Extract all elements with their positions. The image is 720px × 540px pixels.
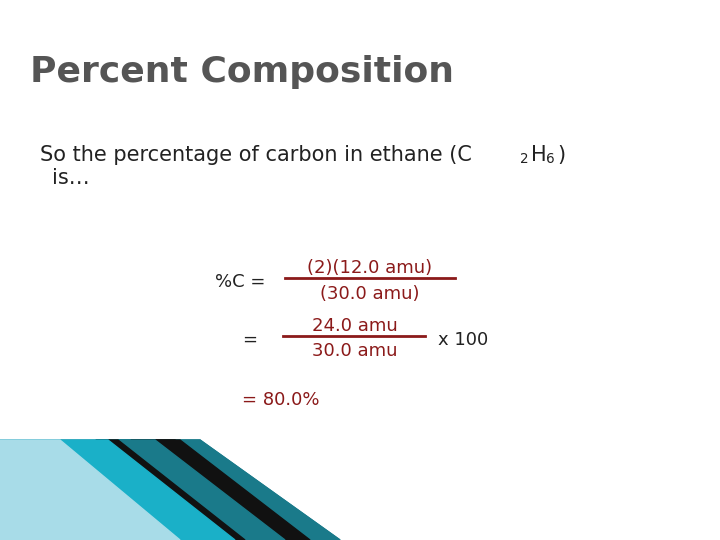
Polygon shape [0,440,245,540]
Text: (30.0 amu): (30.0 amu) [320,285,420,303]
Text: 30.0 amu: 30.0 amu [312,342,397,360]
Text: = 80.0%: = 80.0% [242,391,320,409]
Text: Percent Composition: Percent Composition [30,55,454,89]
Polygon shape [0,440,340,540]
Text: x 100: x 100 [438,331,488,349]
Text: =: = [242,331,257,349]
Polygon shape [0,440,340,540]
Polygon shape [0,440,235,540]
Text: 6: 6 [546,152,554,166]
Text: So the percentage of carbon in ethane (C: So the percentage of carbon in ethane (C [40,145,472,165]
Polygon shape [0,440,285,540]
Text: H: H [531,145,546,165]
Polygon shape [0,440,310,540]
Text: 2: 2 [520,152,528,166]
Polygon shape [0,440,220,540]
Polygon shape [0,440,180,540]
Text: ): ) [557,145,565,165]
Polygon shape [0,440,305,540]
Text: is…: is… [52,168,89,188]
Text: (2)(12.0 amu): (2)(12.0 amu) [307,259,433,277]
Text: 24.0 amu: 24.0 amu [312,317,398,335]
Text: %C =: %C = [215,273,266,291]
Polygon shape [0,440,260,540]
